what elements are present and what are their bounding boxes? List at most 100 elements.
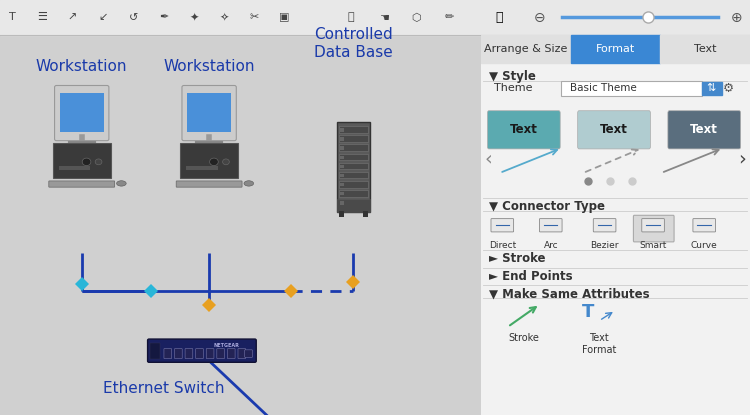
Text: Text: Text xyxy=(510,123,538,136)
Text: 🖌: 🖌 xyxy=(496,11,503,24)
Bar xyxy=(701,82,721,95)
FancyBboxPatch shape xyxy=(217,349,224,359)
Ellipse shape xyxy=(116,181,126,186)
Bar xyxy=(337,199,370,212)
Text: NETGEAR: NETGEAR xyxy=(213,343,239,348)
Bar xyxy=(340,183,344,186)
Bar xyxy=(0,0,481,35)
Text: ⊕: ⊕ xyxy=(730,10,742,24)
Bar xyxy=(339,172,368,178)
Bar xyxy=(339,190,368,197)
Bar xyxy=(340,156,344,159)
Bar xyxy=(340,128,344,132)
Text: ↗: ↗ xyxy=(68,12,77,22)
Bar xyxy=(337,122,370,212)
Text: ▣: ▣ xyxy=(279,12,290,22)
Text: Text
Format: Text Format xyxy=(582,333,616,355)
FancyBboxPatch shape xyxy=(196,349,203,359)
Bar xyxy=(363,211,368,217)
Bar xyxy=(481,35,571,63)
Text: ⌕: ⌕ xyxy=(348,12,354,22)
Text: Theme: Theme xyxy=(494,83,532,93)
Bar xyxy=(571,35,660,63)
FancyBboxPatch shape xyxy=(642,219,664,232)
Ellipse shape xyxy=(82,158,91,166)
FancyBboxPatch shape xyxy=(182,85,236,141)
FancyBboxPatch shape xyxy=(539,219,562,232)
Text: Workstation: Workstation xyxy=(36,59,128,74)
Text: ▼ Make Same Attributes: ▼ Make Same Attributes xyxy=(489,288,650,300)
FancyBboxPatch shape xyxy=(175,349,182,359)
Bar xyxy=(340,192,344,195)
Ellipse shape xyxy=(95,159,102,165)
Text: ✏: ✏ xyxy=(444,12,454,22)
Bar xyxy=(186,166,218,170)
Bar xyxy=(481,63,750,415)
Ellipse shape xyxy=(223,159,230,165)
Bar xyxy=(340,146,344,150)
FancyBboxPatch shape xyxy=(148,339,256,362)
Text: Format: Format xyxy=(596,44,635,54)
Text: ☰: ☰ xyxy=(38,12,47,22)
Bar xyxy=(340,174,344,177)
Text: Text: Text xyxy=(694,44,716,54)
Text: Stroke: Stroke xyxy=(509,333,539,343)
Text: ▼ Connector Type: ▼ Connector Type xyxy=(489,200,604,213)
Ellipse shape xyxy=(209,158,218,166)
Ellipse shape xyxy=(244,181,254,186)
Text: T: T xyxy=(9,12,16,22)
Bar xyxy=(339,211,344,217)
FancyBboxPatch shape xyxy=(578,111,650,149)
Text: Curve: Curve xyxy=(691,241,718,249)
Text: Direct: Direct xyxy=(489,241,516,249)
Text: Basic Theme: Basic Theme xyxy=(570,83,637,93)
FancyBboxPatch shape xyxy=(176,181,242,187)
FancyBboxPatch shape xyxy=(49,181,115,187)
Bar xyxy=(339,126,368,133)
Bar xyxy=(339,154,368,160)
Text: ► Stroke: ► Stroke xyxy=(489,252,545,265)
FancyBboxPatch shape xyxy=(55,85,109,141)
Bar xyxy=(339,163,368,169)
Bar xyxy=(340,165,344,168)
Text: ⊖: ⊖ xyxy=(534,10,546,24)
Text: ↺: ↺ xyxy=(128,12,138,22)
Bar xyxy=(339,181,368,188)
Text: Smart: Smart xyxy=(640,241,667,249)
Text: ▼ Style: ▼ Style xyxy=(489,71,536,83)
Bar xyxy=(151,343,160,359)
Text: Workstation: Workstation xyxy=(164,59,255,74)
FancyBboxPatch shape xyxy=(164,349,172,359)
FancyBboxPatch shape xyxy=(561,81,702,96)
Text: ›: › xyxy=(738,149,746,168)
Text: Controlled
Data Base: Controlled Data Base xyxy=(314,27,393,60)
FancyBboxPatch shape xyxy=(634,215,674,242)
Bar xyxy=(339,135,368,142)
Text: T: T xyxy=(582,303,595,321)
FancyBboxPatch shape xyxy=(227,349,235,359)
Text: Bezier: Bezier xyxy=(590,241,619,249)
Text: ☚: ☚ xyxy=(379,12,388,22)
Bar xyxy=(58,166,91,170)
Text: ► End Points: ► End Points xyxy=(489,270,572,283)
FancyBboxPatch shape xyxy=(693,219,715,232)
FancyBboxPatch shape xyxy=(668,111,740,149)
Text: ↙: ↙ xyxy=(98,12,107,22)
Text: ‹: ‹ xyxy=(484,149,493,168)
Bar xyxy=(339,144,368,151)
Text: ⇅: ⇅ xyxy=(706,83,716,93)
FancyBboxPatch shape xyxy=(244,350,253,357)
Text: ✦: ✦ xyxy=(189,12,199,22)
Bar xyxy=(660,35,750,63)
Text: ✒: ✒ xyxy=(159,12,168,22)
Text: ⬡: ⬡ xyxy=(412,12,422,22)
Bar xyxy=(180,143,238,178)
FancyBboxPatch shape xyxy=(185,349,193,359)
Text: Ethernet Switch: Ethernet Switch xyxy=(103,381,224,395)
Bar xyxy=(340,201,344,205)
FancyBboxPatch shape xyxy=(491,219,514,232)
Bar xyxy=(481,0,750,35)
Text: Arrange & Size: Arrange & Size xyxy=(484,44,567,54)
Text: ✂: ✂ xyxy=(250,12,259,22)
Text: ✧: ✧ xyxy=(219,12,229,22)
